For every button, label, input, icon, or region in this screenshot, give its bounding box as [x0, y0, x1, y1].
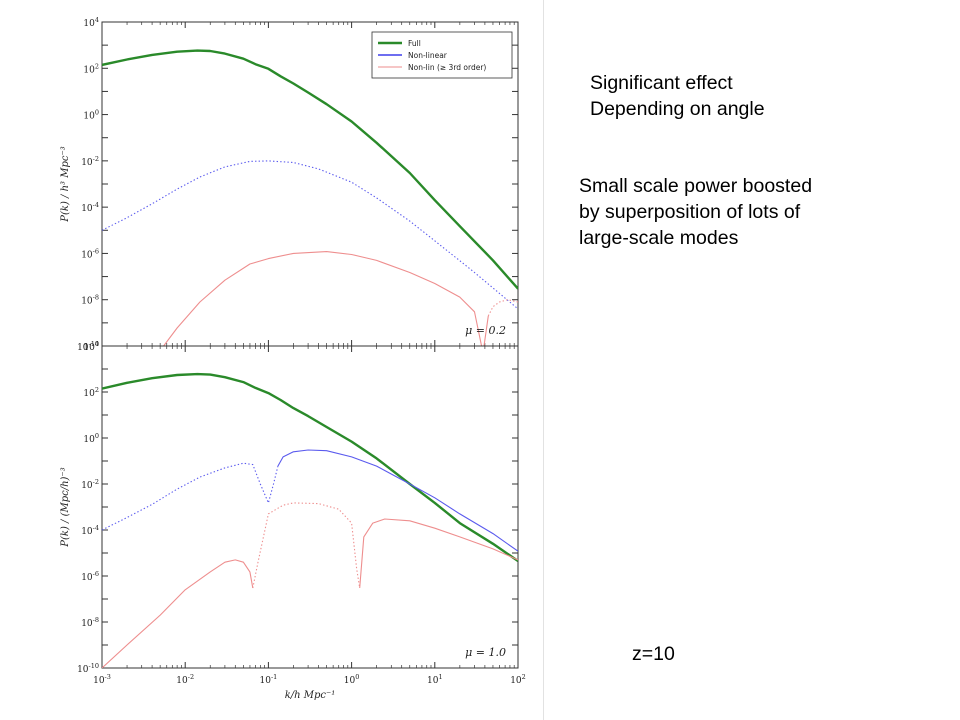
series-line-non-lin-3rd-order-solid	[102, 559, 254, 668]
y-tick-label: 102	[83, 62, 99, 75]
y-tick-label: 10-2	[81, 478, 99, 491]
series-line-non-lin-3rd-order-dotted	[487, 299, 518, 317]
note-line-1: Significant effect	[590, 72, 733, 94]
note-line-4: by superposition of lots of	[579, 201, 801, 223]
y-tick-label: 10-6	[81, 570, 99, 583]
y-axis-label: P(k) / h³ Mpc⁻³	[60, 146, 71, 222]
x-tick-label: 101	[427, 673, 443, 686]
slide-divider	[543, 0, 544, 720]
x-axis-label: k/h Mpc⁻¹	[285, 690, 336, 701]
series-line-non-linear-dotted	[102, 160, 518, 310]
y-tick-label: 104	[83, 340, 99, 353]
plot-frame-2	[101, 345, 519, 669]
y-tick-label: 10-4	[81, 524, 99, 537]
y-tick-label: 102	[83, 386, 99, 399]
note-line-5: large-scale modes	[579, 227, 739, 249]
x-tick-label: 10-3	[93, 673, 111, 686]
series-line-non-lin-3rd-order-solid	[163, 251, 489, 346]
y-tick-label: 10-10	[77, 662, 99, 675]
redshift-label: z=10	[632, 643, 675, 665]
note-significant-effect: Significant effect Depending on angle	[590, 70, 765, 122]
mu-annotation: μ = 0.2	[465, 324, 506, 337]
legend-entry: Non-lin (≥ 3rd order)	[408, 63, 486, 72]
series-line-non-lin-3rd-order-dotted	[252, 502, 361, 589]
y-tick-label: 10-6	[81, 247, 99, 260]
y-tick-label: 10-2	[81, 155, 99, 168]
legend-entry: Full	[408, 39, 421, 48]
x-tick-label: 10-2	[176, 673, 194, 686]
x-tick-label: 102	[510, 673, 526, 686]
note-line-2: Depending on angle	[590, 98, 765, 120]
power-spectrum-figure: 10-10 10-8 10-6 10-4 10-2 100 102 104 μ = 0.2 P(k…	[60, 16, 526, 701]
series-line-full-solid	[102, 49, 518, 290]
y-tick-label: 10-4	[81, 201, 99, 214]
y-axis-label: P(k) / (Mpc/h)⁻³	[60, 467, 71, 547]
x-tick-label: 100	[344, 673, 360, 686]
y-tick-label: 10-8	[81, 616, 99, 629]
y-tick-label: 10-8	[81, 294, 99, 307]
y-tick-label: 104	[83, 16, 99, 29]
series-line-non-linear-dotted	[102, 462, 279, 531]
y-tick-label: 100	[83, 109, 99, 122]
mu-annotation: μ = 1.0	[465, 646, 506, 659]
y-tick-label: 10-10	[77, 340, 99, 353]
x-tick-label: 10-1	[260, 673, 278, 686]
series-line-non-linear-solid	[277, 449, 518, 552]
note-small-scale-power: Small scale power boosted by superpositi…	[579, 173, 812, 251]
series-line-non-lin-3rd-order-solid	[359, 518, 518, 589]
series-line-full-solid	[102, 372, 518, 562]
legend-entry: Non-linear	[408, 51, 448, 60]
y-tick-label: 100	[83, 432, 99, 445]
note-line-3: Small scale power boosted	[579, 175, 813, 197]
